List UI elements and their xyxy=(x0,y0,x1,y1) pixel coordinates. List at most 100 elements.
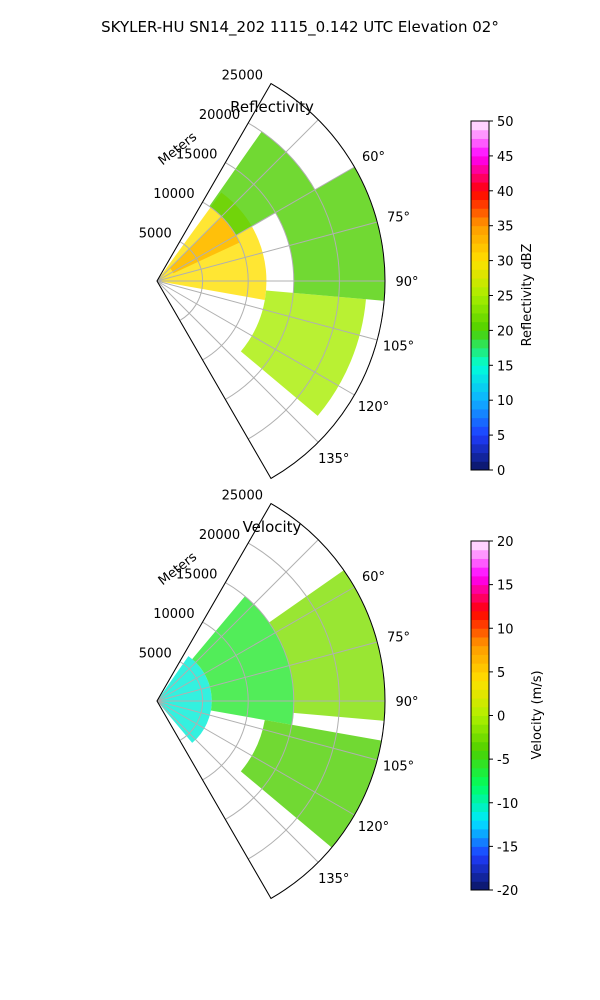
azimuth-tick-label: 60° xyxy=(362,150,385,165)
colorbar-swatch xyxy=(471,251,489,262)
range-tick-label: 25000 xyxy=(222,489,263,504)
colorbar-swatch xyxy=(471,794,489,804)
azimuth-tick-label: 105° xyxy=(383,760,414,775)
colorbar-swatch xyxy=(471,347,489,358)
velocity-sector: 5000 10000 15000 20000 25000 60° 75° 90° 105° 120… xyxy=(139,489,419,900)
colorbar-swatch xyxy=(471,417,489,427)
azimuth-tick-label: 90° xyxy=(395,695,418,710)
colorbar-tick-label: 35 xyxy=(497,220,514,235)
colorbar-tick-label: 15 xyxy=(497,359,514,374)
reflectivity-colorbar-label: Reflectivity dBZ xyxy=(520,244,535,347)
colorbar-swatch xyxy=(471,339,489,349)
colorbar-swatch xyxy=(471,208,489,218)
azimuth-gridline xyxy=(156,280,378,341)
azimuth-gridline xyxy=(156,280,355,396)
colorbar-tick-label: 10 xyxy=(497,394,514,409)
colorbar-swatch xyxy=(471,750,489,760)
colorbar-swatch xyxy=(471,610,489,621)
colorbar-swatch xyxy=(471,689,489,699)
colorbar-swatch xyxy=(471,321,489,331)
colorbar-tick-label: 0 xyxy=(497,710,505,725)
figure-suptitle: SKYLER-HU SN14_202 1115_0.142 UTC Elevat… xyxy=(101,18,499,37)
azimuth-gridline xyxy=(156,700,355,816)
colorbar-swatch xyxy=(471,645,489,655)
colorbar-swatch xyxy=(471,365,489,375)
colorbar-swatch xyxy=(471,820,489,830)
range-tick-label: 10000 xyxy=(153,607,194,622)
azimuth-gridline xyxy=(156,539,319,702)
azimuth-gridline xyxy=(156,700,319,863)
colorbar-swatch xyxy=(471,802,489,812)
colorbar-swatch xyxy=(471,663,489,673)
azimuth-tick-label: 75° xyxy=(387,630,410,645)
colorbar-swatch xyxy=(471,698,489,708)
colorbar-tick-label: 15 xyxy=(497,579,514,594)
colorbar-swatch xyxy=(471,216,489,227)
azimuth-tick-label: 135° xyxy=(318,872,349,887)
colorbar-swatch xyxy=(471,680,489,690)
colorbar-swatch xyxy=(471,785,489,795)
azimuth-gridline xyxy=(156,700,378,761)
colorbar-swatch xyxy=(471,199,489,209)
colorbar-swatch xyxy=(471,278,489,288)
colorbar-swatch xyxy=(471,147,489,157)
colorbar-swatch xyxy=(471,129,489,139)
colorbar-swatch xyxy=(471,558,489,568)
colorbar-swatch xyxy=(471,269,489,279)
colorbar-tick-label: -20 xyxy=(497,884,518,899)
azimuth-tick-label: 75° xyxy=(387,210,410,225)
colorbar-swatch xyxy=(471,330,489,340)
reflectivity-colorbar: 0 5 10 15 20 25 30 35 40 45 50 xyxy=(470,115,514,479)
colorbar-swatch xyxy=(471,452,489,462)
azimuth-tick-label: 105° xyxy=(383,340,414,355)
azimuth-gridline xyxy=(156,280,319,443)
colorbar-swatch xyxy=(471,312,489,323)
echo-region xyxy=(192,596,294,725)
colorbar-swatch xyxy=(471,855,489,865)
azimuth-gridline xyxy=(156,641,378,702)
azimuth-tick-label: 60° xyxy=(362,570,385,585)
colorbar-swatch xyxy=(471,234,489,244)
colorbar-swatch xyxy=(471,435,489,445)
colorbar-swatch xyxy=(471,654,489,664)
azimuth-tick-label: 135° xyxy=(318,452,349,467)
velocity-panel: Velocity Meters 500010000150002000025000… xyxy=(139,489,545,900)
colorbar-swatch xyxy=(471,155,489,166)
colorbar-tick-label: 45 xyxy=(497,150,514,165)
colorbar-swatch xyxy=(471,575,489,586)
colorbar-swatch xyxy=(471,619,489,629)
colorbar-swatch xyxy=(471,121,489,131)
colorbar-tick-label: 50 xyxy=(497,115,514,130)
reflectivity-sector: 5000 10000 15000 20000 25000 60° 75° 90° 105° 120… xyxy=(139,69,419,480)
colorbar-swatch xyxy=(471,549,489,559)
colorbar-swatch xyxy=(471,776,489,786)
colorbar-swatch xyxy=(471,724,489,734)
colorbar-swatch xyxy=(471,881,489,891)
colorbar-tick-label: -10 xyxy=(497,797,518,812)
colorbar-swatch xyxy=(471,741,489,751)
colorbar-swatch xyxy=(471,138,489,148)
colorbar-swatch xyxy=(471,541,489,551)
colorbar-swatch xyxy=(471,400,489,410)
colorbar-swatch xyxy=(471,443,489,454)
colorbar-swatch xyxy=(471,164,489,174)
colorbar-swatch xyxy=(471,225,489,235)
velocity-colorbar-label: Velocity (m/s) xyxy=(530,670,545,759)
colorbar-tick-label: -5 xyxy=(497,753,510,768)
colorbar-swatch xyxy=(471,811,489,821)
reflectivity-panel: Reflectivity Meters 50001000015000200002… xyxy=(139,69,535,480)
colorbar-swatch xyxy=(471,706,489,716)
colorbar-swatch xyxy=(471,260,489,270)
colorbar-swatch xyxy=(471,863,489,874)
colorbar-swatch xyxy=(471,173,489,183)
colorbar-tick-label: 40 xyxy=(497,185,514,200)
colorbar-swatch xyxy=(471,593,489,603)
colorbar-swatch xyxy=(471,732,489,743)
colorbar-swatch xyxy=(471,426,489,436)
azimuth-gridline xyxy=(156,119,319,282)
colorbar-swatch xyxy=(471,461,489,471)
azimuth-gridline xyxy=(156,221,378,282)
colorbar-swatch xyxy=(471,182,489,192)
colorbar-swatch xyxy=(471,304,489,314)
